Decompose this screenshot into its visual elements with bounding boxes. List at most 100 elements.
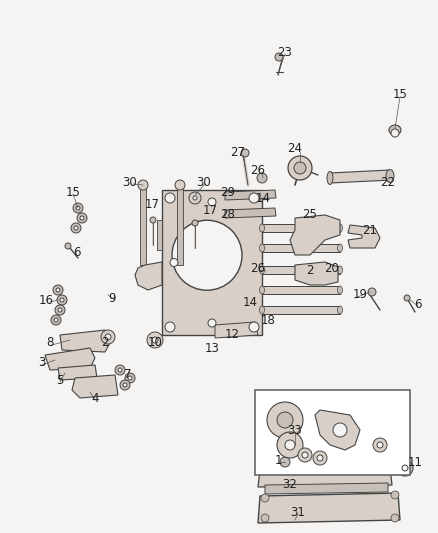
Circle shape [115, 365, 125, 375]
Ellipse shape [338, 306, 343, 314]
Circle shape [377, 442, 383, 448]
Text: 28: 28 [221, 208, 236, 222]
Text: 32: 32 [283, 479, 297, 491]
Circle shape [65, 243, 71, 249]
Text: 18: 18 [261, 313, 276, 327]
Circle shape [368, 288, 376, 296]
Polygon shape [295, 262, 338, 285]
Circle shape [267, 402, 303, 438]
Circle shape [273, 450, 297, 474]
Text: 11: 11 [407, 456, 423, 469]
Polygon shape [330, 170, 392, 183]
Text: 2: 2 [306, 263, 314, 277]
Text: 10: 10 [148, 336, 162, 350]
Text: 29: 29 [220, 185, 236, 198]
Text: 15: 15 [66, 185, 81, 198]
Circle shape [275, 53, 283, 61]
Ellipse shape [338, 244, 343, 252]
Circle shape [391, 129, 399, 137]
Circle shape [257, 173, 267, 183]
Circle shape [391, 514, 399, 522]
Text: 3: 3 [38, 357, 46, 369]
Polygon shape [177, 185, 183, 265]
Text: 17: 17 [202, 204, 218, 216]
Circle shape [123, 383, 127, 387]
Circle shape [138, 180, 148, 190]
Polygon shape [225, 190, 276, 200]
Polygon shape [265, 483, 388, 494]
Text: 4: 4 [91, 392, 99, 405]
Text: 30: 30 [123, 175, 138, 189]
Circle shape [60, 298, 64, 302]
Ellipse shape [259, 244, 265, 252]
Text: 6: 6 [73, 246, 81, 259]
Circle shape [280, 457, 290, 467]
Ellipse shape [389, 125, 401, 135]
Text: 23: 23 [278, 45, 293, 59]
Circle shape [208, 319, 216, 327]
Circle shape [80, 216, 84, 220]
Polygon shape [215, 322, 258, 338]
Bar [255, 390, 410, 475]
Polygon shape [262, 244, 340, 252]
Circle shape [313, 451, 327, 465]
Circle shape [249, 322, 259, 332]
Text: 22: 22 [381, 175, 396, 189]
Circle shape [241, 149, 249, 157]
Circle shape [249, 193, 259, 203]
Polygon shape [157, 220, 162, 250]
Circle shape [51, 315, 61, 325]
Text: 12: 12 [225, 328, 240, 342]
Text: 1: 1 [274, 454, 282, 466]
Polygon shape [262, 266, 340, 274]
Circle shape [53, 285, 63, 295]
Text: 24: 24 [287, 141, 303, 155]
Circle shape [277, 412, 293, 428]
Ellipse shape [338, 286, 343, 294]
Text: 20: 20 [325, 262, 339, 274]
Circle shape [77, 213, 87, 223]
Circle shape [175, 180, 185, 190]
Circle shape [105, 334, 111, 340]
Text: 14: 14 [255, 191, 271, 205]
Text: 8: 8 [46, 336, 54, 350]
Circle shape [317, 455, 323, 461]
Polygon shape [135, 262, 162, 290]
Circle shape [333, 423, 347, 437]
Circle shape [150, 217, 156, 223]
Polygon shape [258, 493, 400, 523]
Polygon shape [290, 215, 340, 255]
Circle shape [172, 220, 242, 290]
Ellipse shape [338, 266, 343, 274]
Text: 25: 25 [303, 208, 318, 222]
Ellipse shape [259, 266, 265, 274]
Ellipse shape [259, 306, 265, 314]
Circle shape [208, 198, 216, 206]
Circle shape [165, 322, 175, 332]
Text: 13: 13 [205, 342, 219, 354]
Circle shape [189, 192, 201, 204]
Polygon shape [58, 365, 97, 380]
Text: 14: 14 [243, 295, 258, 309]
Text: 26: 26 [251, 164, 265, 176]
Polygon shape [262, 306, 340, 314]
Ellipse shape [259, 286, 265, 294]
Text: 9: 9 [108, 292, 116, 304]
Circle shape [54, 318, 58, 322]
Text: 17: 17 [145, 198, 159, 212]
Circle shape [118, 368, 122, 372]
Polygon shape [60, 330, 110, 352]
Circle shape [285, 440, 295, 450]
Circle shape [397, 460, 413, 476]
Circle shape [298, 448, 312, 462]
Polygon shape [45, 348, 95, 370]
Circle shape [165, 193, 175, 203]
Text: 19: 19 [353, 288, 367, 302]
Text: 5: 5 [57, 374, 64, 386]
Circle shape [71, 223, 81, 233]
Text: 7: 7 [124, 368, 132, 382]
Circle shape [101, 330, 115, 344]
Polygon shape [262, 224, 340, 232]
Circle shape [402, 465, 408, 471]
Circle shape [170, 259, 178, 266]
